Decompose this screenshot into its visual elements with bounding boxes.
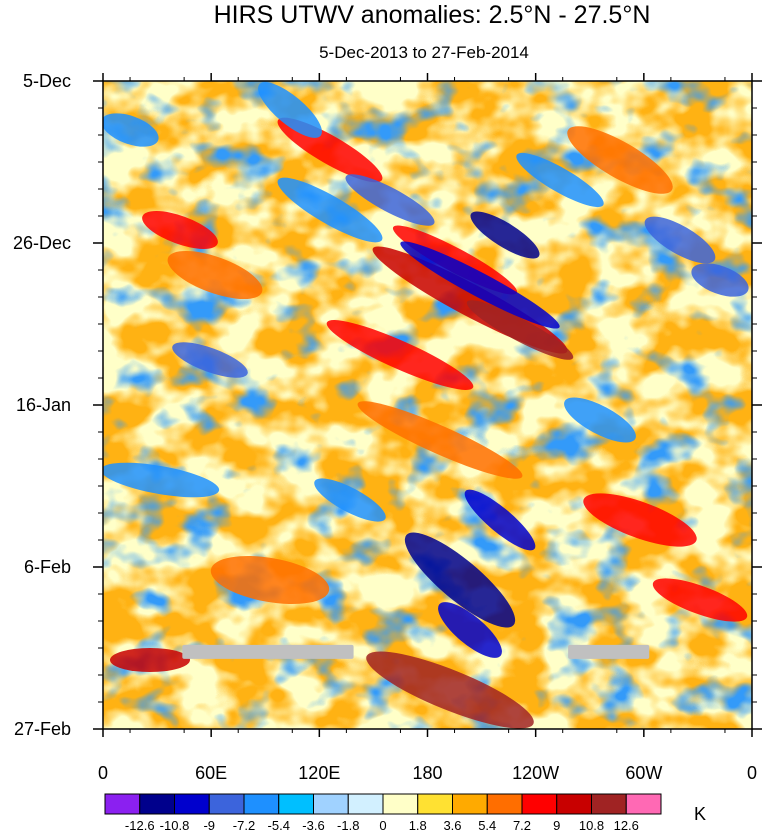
anomaly-feature [691,263,749,297]
colorbar-swatch [556,793,592,815]
y-tick-label: 16-Jan [16,395,71,415]
colorbar-label: -5.4 [268,818,290,830]
colorbar-label: -9 [203,818,215,830]
anomaly-feature [103,113,159,147]
colorbar-label: -7.2 [233,818,255,830]
anomaly-feature [142,211,218,249]
x-tick-label: 60W [625,763,662,783]
colorbar-swatch [139,793,175,815]
missing-data-bar [568,644,650,659]
anomaly-feature [258,82,322,138]
colorbar-label: 0 [379,818,386,830]
axes: 0 60E 120E 180 120W 60W 0 5-Dec 26-Dec 16-Jan 6-Fe… [13,71,762,783]
anomaly-feature [400,241,560,329]
anomaly-feature [652,578,748,622]
anomaly-feature [326,320,474,390]
anomaly-feature [103,462,220,498]
colorbar-label: 12.6 [614,818,639,830]
colorbar-label: -12.6 [125,818,155,830]
y-tick-label: 5-Dec [23,71,71,91]
anomaly-feature [564,397,636,443]
anomaly-feature [516,152,604,208]
anomaly-feature [583,493,697,547]
colorbar-swatch [313,793,349,815]
colorbar-swatch [382,793,419,815]
colorbar-swatch [174,793,210,815]
x-tick-label: 60E [195,763,227,783]
colorbar-label: -3.6 [302,818,324,830]
colorbar-unit: K [694,804,706,824]
colorbar-label: 1.8 [409,818,427,830]
anomaly-feature [466,300,574,360]
chart-title: HIRS UTWV anomalies: 2.5°N - 27.5°N [214,1,651,29]
colorbar-swatch [625,793,662,815]
anomaly-feature [438,602,502,658]
colorbar-label: 10.8 [579,818,604,830]
x-tick-label: 120E [298,763,340,783]
anomaly-feature [167,250,263,300]
anomaly-feature [464,489,536,551]
anomaly-feature [404,532,516,628]
colorbar-swatch [208,793,245,815]
colorbar-swatch [104,793,141,815]
anomaly-feature [277,177,383,243]
y-tick-label: 26-Dec [13,233,71,253]
anomaly-feature [345,174,435,226]
colorbar-label: -10.8 [160,818,190,830]
colorbar-swatch [591,793,627,815]
chart-subtitle: 5-Dec-2013 to 27-Feb-2014 [319,43,529,62]
colorbar-swatch [521,793,558,815]
colorbar-label: 3.6 [443,818,461,830]
colorbar-label: 7.2 [513,818,531,830]
x-tick-label: 0 [747,763,757,783]
colorbar: -12.6 -10.8 -9 -7.2 -5.4 -3.6 -1.8 0 1.8 3.6 5.4 7.… [104,793,662,830]
anomaly-feature [470,211,540,259]
missing-data-layer [182,644,650,659]
anomaly-feature [567,126,673,194]
colorbar-swatch [417,793,453,815]
anomaly-feature [172,342,248,378]
colorbar-swatch [452,793,488,815]
anomaly-feature [644,216,716,264]
x-tick-label: 180 [412,763,442,783]
colorbar-label: 9 [553,818,560,830]
y-tick-label: 27-Feb [14,719,71,739]
plot-area [103,81,752,729]
anomaly-feature [210,555,330,605]
colorbar-swatch [278,793,314,815]
y-tick-label: 6-Feb [24,557,71,577]
colorbar-label: 5.4 [478,818,496,830]
anomaly-feature [366,651,534,729]
x-tick-label: 0 [98,763,108,783]
missing-data-bar [182,644,354,659]
x-tick-label: 120W [512,763,559,783]
colorbar-swatch [243,793,280,815]
anomaly-streaks [103,82,749,729]
colorbar-swatch [486,793,523,815]
anomaly-feature [314,478,386,522]
colorbar-label: -1.8 [337,818,359,830]
anomaly-feature [357,401,523,479]
colorbar-swatch [347,793,384,815]
anomaly-feature [110,648,190,672]
